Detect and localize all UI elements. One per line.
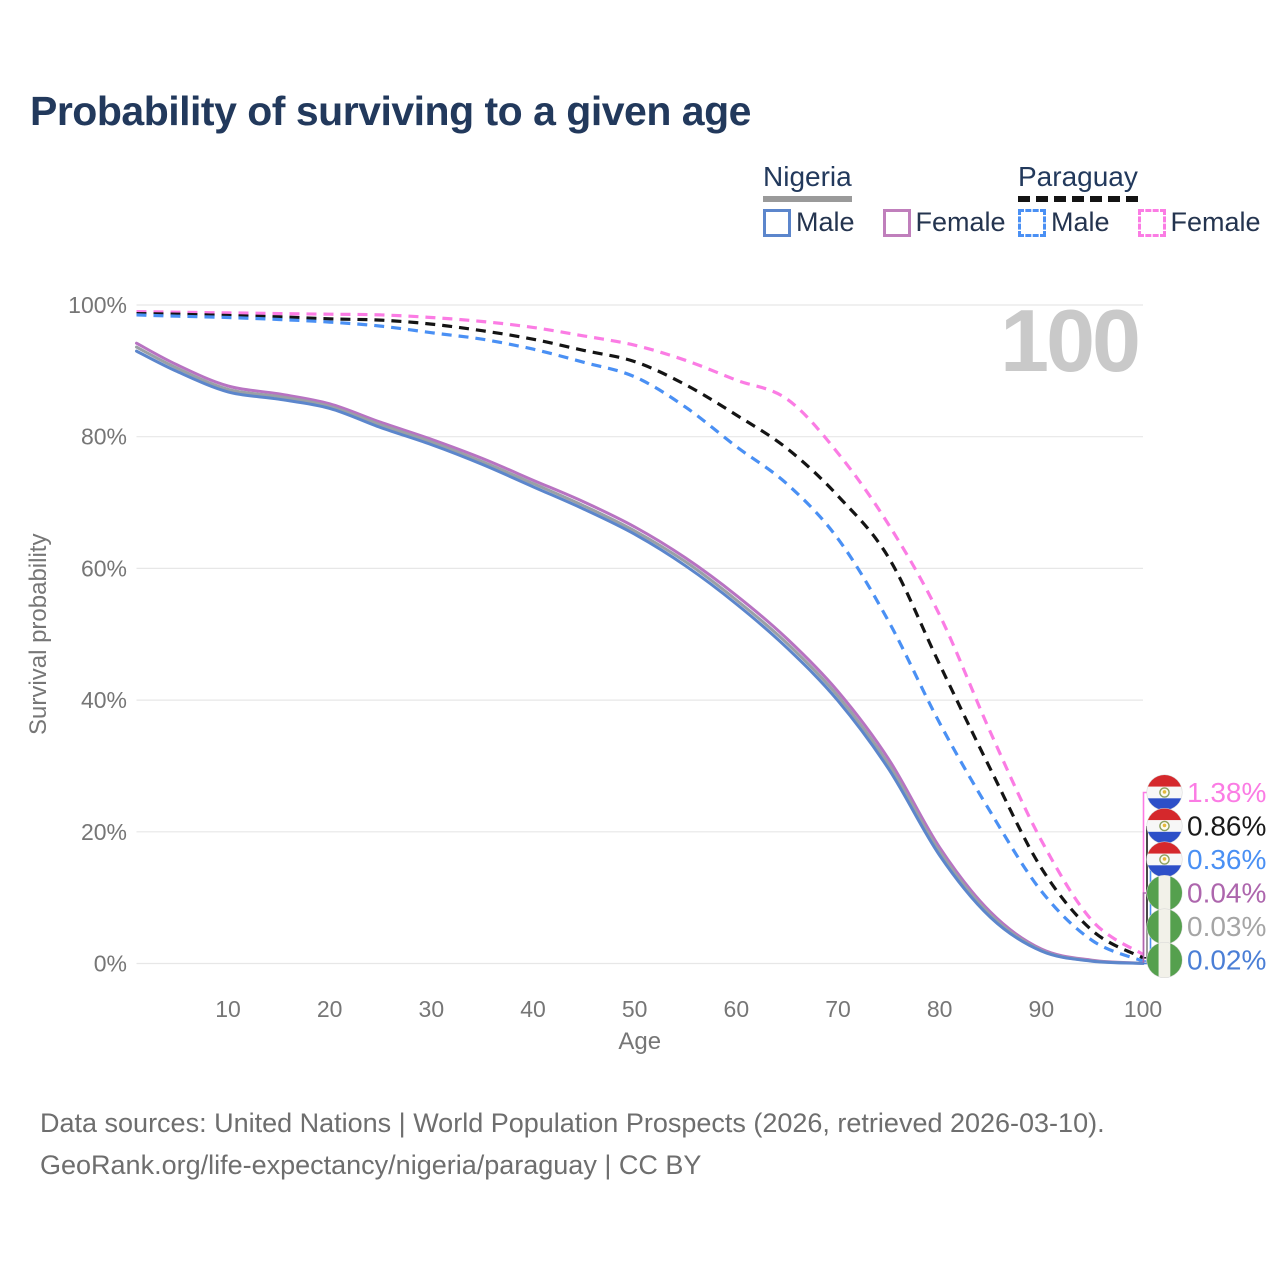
end-label-value: 0.04% bbox=[1187, 878, 1266, 909]
end-label-value: 0.86% bbox=[1187, 811, 1266, 842]
x-tick-label: 80 bbox=[927, 996, 953, 1022]
series-line-paraguay-both-sexes bbox=[136, 312, 1144, 960]
age-watermark: 100 bbox=[1000, 291, 1138, 390]
x-tick-label: 20 bbox=[317, 996, 343, 1022]
y-tick-label: 0% bbox=[94, 951, 127, 977]
y-tick-label: 60% bbox=[81, 555, 127, 581]
x-tick-label: 60 bbox=[724, 996, 750, 1022]
end-label-flag bbox=[1146, 908, 1183, 945]
x-tick-label: 30 bbox=[419, 996, 445, 1022]
x-tick-label: 100 bbox=[1124, 996, 1162, 1022]
series-line-nigeria-both-sexes bbox=[135, 345, 1145, 965]
y-axis-label: Survival probability bbox=[25, 534, 52, 735]
legend-nigeria-title: Nigeria bbox=[763, 161, 852, 202]
legend-group-nigeria: Nigeria Male Female bbox=[763, 161, 1006, 238]
legend-item-label: Male bbox=[1051, 207, 1110, 237]
series-line-nigeria-male bbox=[135, 349, 1145, 965]
paraguay-flag-icon bbox=[1147, 808, 1182, 844]
end-label-value: 0.36% bbox=[1187, 844, 1266, 875]
x-axis-label: Age bbox=[618, 1028, 661, 1055]
legend-item-paraguay-male[interactable]: Male bbox=[1018, 207, 1110, 238]
end-label-flag bbox=[1146, 808, 1183, 844]
x-tick-label: 40 bbox=[520, 996, 546, 1022]
y-tick-label: 80% bbox=[81, 424, 127, 450]
end-label-value: 0.02% bbox=[1187, 945, 1266, 976]
x-tick-label: 90 bbox=[1029, 996, 1055, 1022]
legend-item-paraguay-female[interactable]: Female bbox=[1137, 207, 1261, 238]
end-label-value: 1.38% bbox=[1187, 777, 1266, 808]
y-tick-label: 40% bbox=[81, 687, 127, 713]
paraguay-flag-icon bbox=[1147, 775, 1182, 810]
end-label-flag bbox=[1146, 875, 1183, 911]
legend-item-label: Female bbox=[915, 207, 1006, 237]
x-tick-label: 70 bbox=[825, 996, 851, 1022]
legend-item-nigeria-male[interactable]: Male bbox=[763, 207, 855, 238]
legend-item-label: Female bbox=[1170, 207, 1261, 237]
end-label-flag bbox=[1146, 942, 1183, 978]
x-tick-label: 50 bbox=[622, 996, 648, 1022]
x-tick-label: 10 bbox=[215, 996, 241, 1022]
attribution-url-line: GeoRank.org/life-expectancy/nigeria/para… bbox=[40, 1150, 702, 1180]
nigeria-flag-icon bbox=[1147, 909, 1182, 944]
paraguay-flag-icon bbox=[1147, 842, 1182, 877]
series-line-paraguay-female bbox=[136, 310, 1144, 956]
end-label-flag bbox=[1146, 841, 1183, 878]
y-tick-label: 20% bbox=[81, 819, 127, 845]
page-title: Probability of surviving to a given age bbox=[30, 88, 751, 134]
end-label-flag bbox=[1146, 774, 1183, 811]
legend-item-label: Male bbox=[796, 207, 855, 237]
data-source-line: Data sources: United Nations | World Pop… bbox=[40, 1108, 1105, 1138]
end-label-value: 0.03% bbox=[1187, 911, 1266, 942]
nigeria-flag-icon bbox=[1147, 875, 1182, 911]
data-source-note: Data sources: United Nations | World Pop… bbox=[40, 1102, 1105, 1186]
legend-group-paraguay: Paraguay Male Female bbox=[1018, 161, 1261, 238]
series-line-nigeria-female bbox=[135, 341, 1145, 965]
series-line-paraguay-male bbox=[136, 313, 1144, 963]
nigeria-female-swatch bbox=[882, 208, 911, 237]
legend-item-nigeria-female[interactable]: Female bbox=[882, 207, 1006, 238]
y-tick-label: 100% bbox=[68, 292, 127, 318]
paraguay-female-swatch bbox=[1137, 208, 1166, 237]
nigeria-male-swatch bbox=[763, 208, 791, 237]
paraguay-male-swatch bbox=[1018, 208, 1046, 237]
nigeria-flag-icon bbox=[1147, 942, 1182, 978]
legend-paraguay-title: Paraguay bbox=[1018, 161, 1138, 202]
